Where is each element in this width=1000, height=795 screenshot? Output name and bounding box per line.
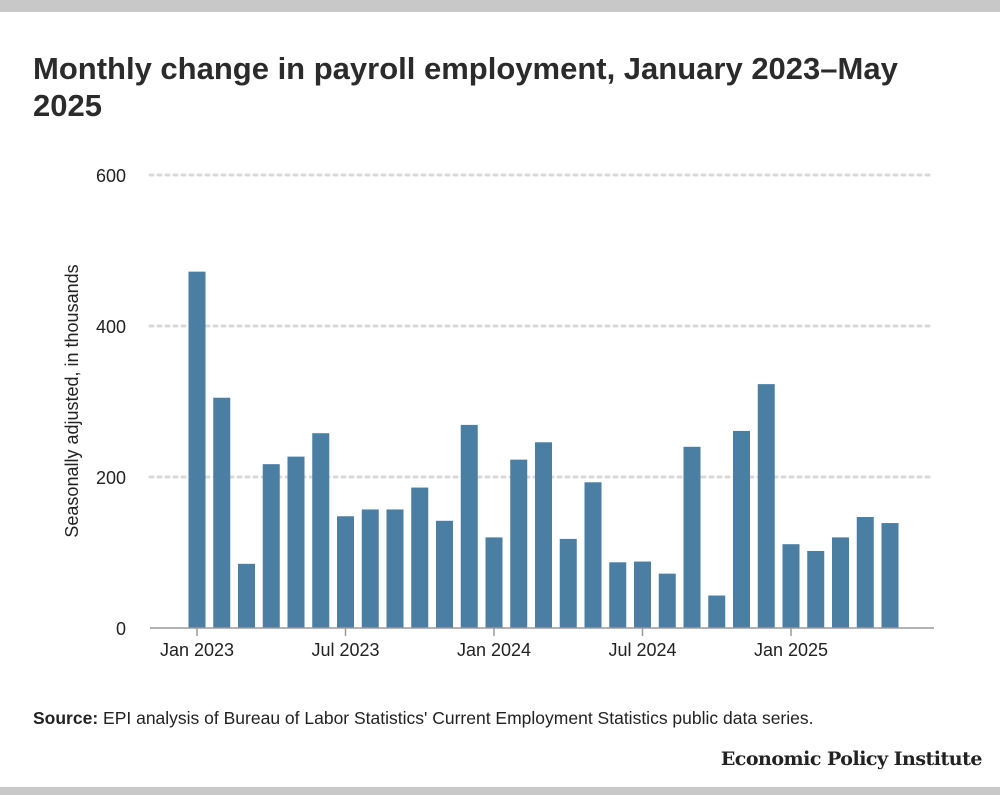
bar bbox=[807, 550, 825, 628]
bar bbox=[757, 384, 775, 628]
bar bbox=[658, 573, 676, 628]
bar bbox=[535, 442, 552, 628]
bar bbox=[856, 517, 874, 628]
bar bbox=[287, 456, 305, 628]
publisher-logo: Economic Policy Institute bbox=[720, 748, 983, 770]
chart-title: Monthly change in payroll employment, Ja… bbox=[33, 51, 898, 123]
source-text: EPI analysis of Bureau of Labor Statisti… bbox=[98, 708, 814, 728]
x-tick-label: Jan 2024 bbox=[457, 640, 531, 660]
x-tick-label: Jul 2023 bbox=[311, 640, 379, 660]
bar bbox=[683, 446, 701, 628]
bar bbox=[188, 271, 206, 628]
bar bbox=[411, 487, 429, 628]
bar bbox=[609, 562, 627, 628]
bar bbox=[485, 537, 503, 628]
bar bbox=[559, 538, 577, 628]
y-axis-label: Seasonally adjusted, in thousands bbox=[62, 264, 82, 537]
bar-chart: 0 200 400 600 Jan 2023 Jul 2023 Jan 2024 Jul 20… bbox=[62, 166, 936, 660]
bar bbox=[510, 459, 528, 628]
x-tick-label: Jan 2023 bbox=[160, 640, 234, 660]
y-tick-label: 400 bbox=[96, 317, 126, 337]
bar bbox=[460, 424, 478, 628]
bar bbox=[634, 561, 651, 628]
bar bbox=[708, 595, 726, 628]
bar bbox=[584, 482, 602, 628]
source-note: Source: EPI analysis of Bureau of Labor … bbox=[33, 708, 973, 729]
bar bbox=[238, 563, 255, 628]
x-tick-label: Jul 2024 bbox=[608, 640, 676, 660]
bar bbox=[733, 430, 750, 628]
x-tick-label: Jan 2025 bbox=[754, 640, 828, 660]
top-rule bbox=[0, 0, 1000, 12]
source-label: Source: bbox=[33, 708, 99, 728]
bar bbox=[337, 516, 354, 628]
bar bbox=[312, 433, 330, 628]
bar bbox=[386, 509, 404, 628]
y-tick-label: 200 bbox=[96, 468, 126, 488]
bar bbox=[213, 397, 231, 628]
bar bbox=[832, 537, 849, 628]
bar bbox=[262, 464, 280, 628]
bar bbox=[782, 544, 800, 628]
bottom-rule bbox=[0, 787, 1000, 795]
bar bbox=[881, 523, 899, 628]
bar bbox=[436, 520, 453, 628]
bar bbox=[361, 509, 379, 628]
y-tick-label: 0 bbox=[116, 619, 126, 639]
y-tick-label: 600 bbox=[96, 166, 126, 186]
